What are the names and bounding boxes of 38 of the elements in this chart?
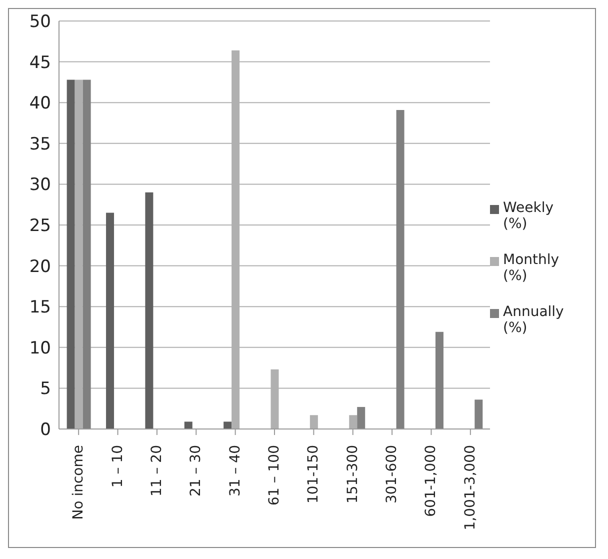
bar (357, 406, 366, 429)
bar (224, 422, 232, 429)
x-tick-label: 301-600 (384, 445, 400, 504)
legend-label: Annually (%) (503, 304, 565, 336)
bar (310, 415, 318, 429)
bar (349, 415, 358, 429)
bar (82, 80, 91, 429)
bar (396, 110, 404, 429)
x-tick-label: No income (70, 445, 87, 520)
x-tick-label: 31 – 40 (227, 445, 244, 497)
y-tick-label: 50 (29, 12, 51, 32)
x-tick-label: 1 – 10 (110, 445, 126, 488)
x-tick-label: 101-150 (306, 445, 322, 504)
legend-label: Monthly (%) (503, 252, 560, 284)
x-tick-label: 21 – 30 (188, 445, 204, 497)
y-tick-label: 5 (40, 379, 51, 400)
bar (435, 332, 444, 429)
y-tick-label: 45 (29, 52, 51, 73)
y-tick-label: 20 (29, 256, 51, 277)
y-tick-label: 35 (29, 134, 51, 154)
bar (66, 80, 75, 429)
y-tick-label: 40 (29, 94, 51, 114)
bar (145, 192, 154, 429)
x-tick-label: 11 – 20 (148, 445, 165, 497)
x-tick-label: 151-300 (344, 445, 361, 504)
bar (474, 400, 483, 429)
y-tick-label: 10 (29, 338, 51, 358)
x-tick-label: 601-1,000 (423, 445, 440, 517)
bar (74, 80, 83, 429)
y-tick-label: 15 (29, 298, 51, 318)
y-tick-label: 30 (29, 175, 51, 196)
y-tick-label: 25 (29, 216, 51, 236)
x-tick-label: 1,001-3,000 (462, 445, 478, 530)
legend-label: Weekly (%) (503, 200, 555, 232)
x-tick-label: 61 – 100 (266, 445, 282, 506)
bar (184, 422, 192, 429)
bar (106, 212, 114, 429)
y-tick-label: 0 (40, 420, 51, 440)
